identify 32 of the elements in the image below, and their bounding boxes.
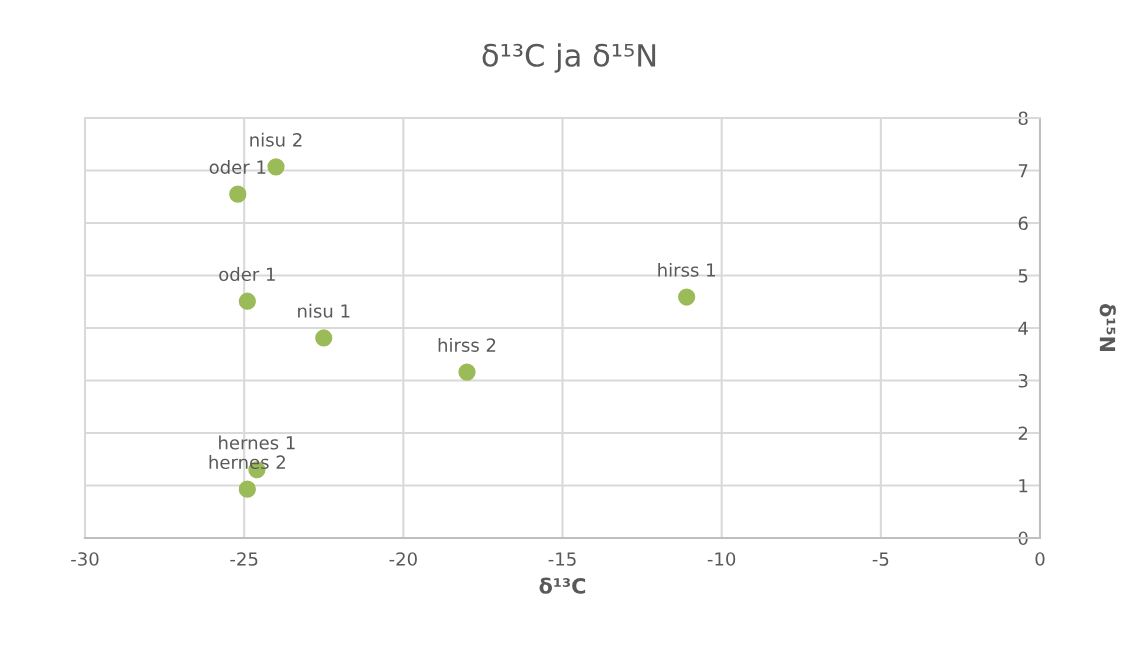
point bbox=[238, 292, 256, 310]
x-tick-label: -5 bbox=[872, 552, 889, 566]
x-tick-label: -20 bbox=[389, 552, 417, 566]
x-tick-label: -25 bbox=[230, 552, 258, 566]
chart-title: δ¹³C ja δ¹⁵N bbox=[482, 43, 656, 73]
annotation: hirss 1 bbox=[658, 262, 715, 277]
y-tick-label: 6 bbox=[1018, 216, 1028, 231]
x-tick-label: -10 bbox=[707, 552, 736, 566]
annotation: hirss 2 bbox=[438, 337, 496, 352]
annotation: oder 1 bbox=[219, 267, 275, 282]
annotation: nisu 1 bbox=[298, 303, 350, 318]
x-axis-title: δ¹³C bbox=[539, 577, 586, 594]
annotation: hernes 2 bbox=[209, 455, 285, 470]
y-tick-label: 1 bbox=[1019, 479, 1028, 493]
point bbox=[315, 329, 333, 347]
annotation: nisu 2 bbox=[250, 132, 302, 147]
y-tick-label: 5 bbox=[1018, 269, 1028, 283]
annotation: oder 1 bbox=[209, 159, 266, 174]
annotation: hernes 1 bbox=[219, 435, 295, 450]
y-axis-title: δ¹⁵N bbox=[1099, 303, 1116, 352]
point bbox=[678, 288, 696, 306]
point bbox=[267, 158, 285, 176]
point bbox=[229, 185, 247, 203]
x-tick-label: -30 bbox=[71, 552, 99, 566]
point bbox=[458, 363, 476, 381]
x-tick-label: -15 bbox=[548, 552, 576, 566]
point bbox=[238, 480, 256, 498]
y-tick-label: 7 bbox=[1018, 164, 1028, 178]
y-tick-label: 3 bbox=[1018, 373, 1028, 388]
x-tick-label: 0 bbox=[1035, 552, 1045, 566]
y-tick-label: 2 bbox=[1018, 426, 1028, 440]
y-tick-label: 4 bbox=[1018, 321, 1028, 335]
